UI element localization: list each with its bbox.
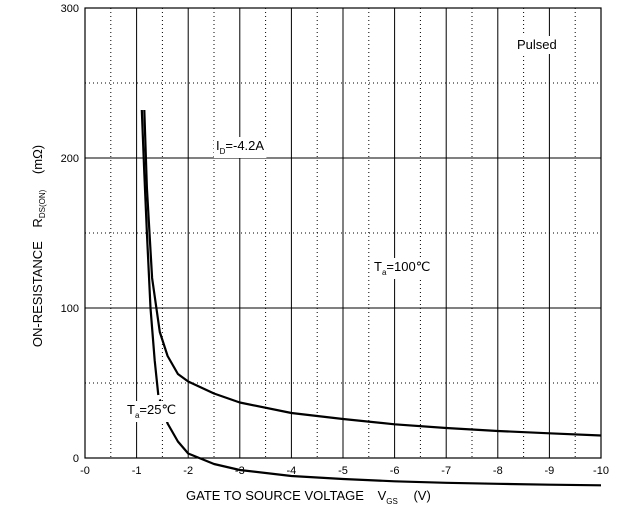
x-tick-label: -5 (338, 465, 348, 477)
plot-frame (84, 7, 602, 459)
svg-text:Ta=100℃: Ta=100℃ (374, 259, 430, 277)
annotation-pulsed: Pulsed (515, 36, 559, 54)
x-tick-label: -1 (132, 465, 142, 477)
plot-border (84, 7, 602, 459)
y-tick-label: 100 (61, 303, 79, 315)
y-tick-label: 200 (61, 153, 79, 165)
x-tick-label: -0 (80, 465, 90, 477)
x-tick-label: -8 (493, 465, 503, 477)
x-tick-label: -10 (593, 465, 609, 477)
annotation-id: ID=-4.2A (214, 137, 267, 158)
svg-text:ID=-4.2A: ID=-4.2A (216, 138, 264, 156)
y-tick-label: 0 (73, 453, 79, 465)
x-tick-label: -6 (390, 465, 400, 477)
grid (85, 8, 601, 458)
x-tick-labels: -0 -1 -2 -3 -4 -5 -6 -7 -8 -9 -10 (80, 465, 609, 477)
annotation-ta25: Ta=25℃ (125, 401, 179, 422)
annotations: Pulsed ID=-4.2A Ta=100℃ Ta=25℃ (125, 36, 559, 422)
series-line-ta25-lower (158, 399, 602, 487)
y-tick-label: 300 (61, 3, 79, 15)
y-tick-labels: 0 100 200 300 (61, 3, 79, 465)
x-tick-label: -4 (287, 465, 297, 477)
x-tick-label: -2 (183, 465, 193, 477)
x-tick-label: -9 (545, 465, 555, 477)
x-axis-title: GATE TO SOURCE VOLTAGE VGS (V) (186, 488, 431, 507)
series-line-ta100 (143, 109, 602, 437)
y-axis-title: ON-RESISTANCE RDS(ON) (mΩ) (30, 145, 48, 347)
svg-text:Ta=25℃: Ta=25℃ (127, 402, 176, 420)
series-lines (140, 109, 602, 487)
x-tick-label: -7 (441, 465, 451, 477)
svg-text:Pulsed: Pulsed (517, 37, 557, 52)
series-line-ta25 (140, 109, 160, 396)
annotation-ta100: Ta=100℃ (372, 258, 433, 279)
